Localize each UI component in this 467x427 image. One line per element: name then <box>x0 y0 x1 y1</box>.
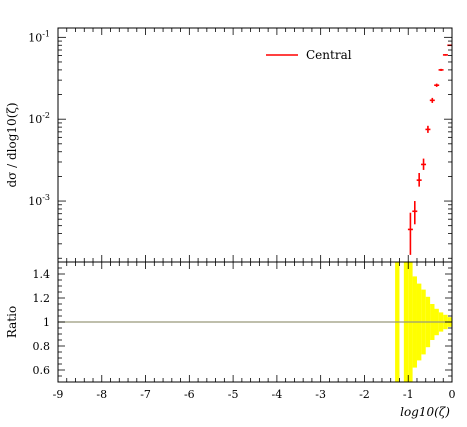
main-y-axis-label: dσ / dlog10(ζ) <box>5 102 19 187</box>
x-axis-label: log10(ζ) <box>400 405 450 419</box>
x-tick-label-0: -9 <box>53 388 64 401</box>
legend-label-central: Central <box>306 48 352 62</box>
x-tick-label-4: -5 <box>228 388 239 401</box>
ratio-y-axis-label: Ratio <box>5 306 19 338</box>
x-tick-label-1: -8 <box>96 388 107 401</box>
axis-tick-labels: -9 -8 -7 -6 -5 -4 -3 -2 -1 0 10-1 10-2 10-3 1.4 1.2 1 0.… <box>28 29 455 401</box>
main-y-tick-label-2: 10-3 <box>28 193 50 208</box>
main-points <box>407 44 453 255</box>
x-tick-label-2: -7 <box>140 388 151 401</box>
x-tick-label-9: 0 <box>449 388 456 401</box>
axis-ticks <box>57 28 453 383</box>
ratio-y-tick-label-4: 0.6 <box>33 364 51 377</box>
main-frame <box>57 27 453 263</box>
main-y-tick-label-1: 10-2 <box>28 111 50 126</box>
ratio-y-tick-label-2: 1 <box>43 316 50 329</box>
main-y-tick-label-0: 10-1 <box>28 29 50 44</box>
x-tick-label-6: -3 <box>315 388 326 401</box>
x-tick-label-5: -4 <box>272 388 283 401</box>
ratio-y-tick-label-1: 1.2 <box>33 292 51 305</box>
x-tick-label-7: -2 <box>359 388 370 401</box>
ratio-y-tick-label-0: 1.4 <box>33 268 51 281</box>
legend: Central <box>266 48 352 62</box>
x-tick-label-8: -1 <box>403 388 414 401</box>
ratio-y-tick-label-3: 0.8 <box>33 340 51 353</box>
x-tick-label-3: -6 <box>184 388 195 401</box>
